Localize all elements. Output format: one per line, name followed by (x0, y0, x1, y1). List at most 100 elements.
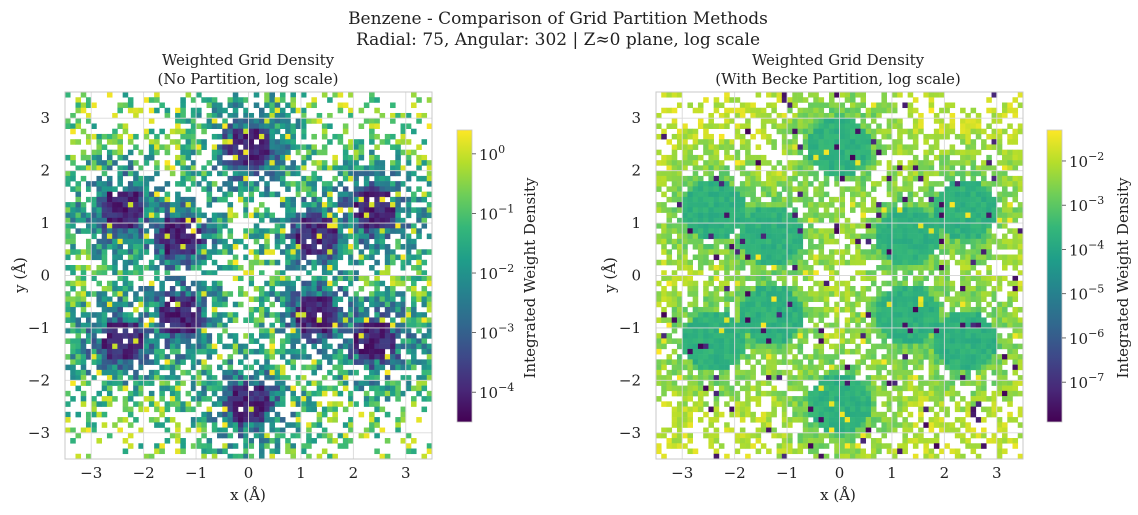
heatmap-cell (687, 149, 693, 156)
heatmap-cell (300, 348, 307, 355)
heatmap-cell (169, 139, 176, 145)
heatmap-cell (196, 443, 202, 449)
heatmap-cell (175, 228, 181, 234)
heatmap-cell (112, 228, 118, 234)
heatmap-cell (175, 265, 181, 271)
heatmap-cell (300, 301, 307, 308)
heatmap-cell (682, 202, 688, 208)
heatmap-cell (211, 238, 218, 245)
heatmap-cell (342, 406, 349, 413)
heatmap-cell (332, 385, 338, 392)
heatmap-cell (739, 417, 746, 423)
heatmap-cell (687, 448, 693, 455)
heatmap-cell (117, 249, 123, 255)
heatmap-cell (217, 154, 223, 161)
heatmap-cell (248, 249, 255, 255)
heatmap-cell (138, 348, 144, 355)
heatmap-cell (682, 144, 688, 150)
heatmap-cell (337, 306, 344, 313)
heatmap-cell (363, 354, 370, 360)
heatmap-cell (70, 338, 76, 344)
heatmap-cell (295, 322, 302, 329)
heatmap-cell (269, 112, 276, 119)
heatmap-cell (243, 375, 249, 381)
heatmap-cell (211, 380, 218, 386)
heatmap-cell (70, 369, 76, 376)
heatmap-cell (405, 212, 412, 219)
heatmap-cell (797, 375, 804, 381)
heatmap-cell (416, 196, 422, 203)
heatmap-cell (232, 348, 239, 355)
heatmap-cell (363, 375, 370, 381)
heatmap-cell (258, 406, 265, 413)
heatmap-cell (379, 427, 386, 434)
heatmap-cell (337, 181, 344, 187)
heatmap-cell (332, 175, 338, 182)
heatmap-cell (274, 385, 281, 392)
heatmap-cell (154, 296, 160, 303)
heatmap-cell (201, 390, 207, 397)
heatmap-cell (363, 102, 370, 109)
heatmap-cell (776, 191, 783, 198)
heatmap-cell (766, 275, 772, 282)
heatmap-cell (771, 369, 777, 376)
heatmap-cell (818, 380, 825, 386)
heatmap-cell (808, 133, 814, 140)
heatmap-cell (358, 238, 365, 245)
heatmap-cell (164, 317, 171, 323)
heatmap-cell (258, 312, 265, 318)
heatmap-cell (169, 385, 176, 392)
heatmap-cell (776, 249, 783, 255)
heatmap-cell (426, 123, 433, 129)
heatmap-cell (666, 375, 673, 381)
heatmap-cell (65, 154, 71, 161)
heatmap-cell (279, 160, 286, 166)
heatmap-cell (724, 380, 730, 386)
heatmap-cell (180, 322, 186, 329)
heatmap-cell (358, 254, 365, 261)
heatmap-cell (421, 343, 428, 350)
heatmap-cell (713, 196, 720, 203)
heatmap-cell (227, 333, 234, 339)
heatmap-cell (290, 364, 296, 371)
heatmap-cell (337, 354, 344, 360)
heatmap-cell (306, 333, 312, 339)
heatmap-cell (258, 107, 265, 114)
heatmap-cell (264, 244, 270, 250)
heatmap-cell (122, 317, 129, 323)
heatmap-cell (122, 312, 129, 318)
heatmap-cell (697, 207, 704, 213)
heatmap-cell (713, 175, 720, 182)
heatmap-cell (211, 422, 218, 428)
heatmap-cell (321, 149, 328, 156)
heatmap-cell (692, 291, 699, 297)
heatmap-cell (384, 385, 391, 392)
heatmap-cell (342, 196, 349, 203)
heatmap-cell (839, 249, 846, 255)
heatmap-cell (374, 296, 380, 303)
heatmap-cell (739, 411, 746, 418)
heatmap-cell (127, 244, 134, 250)
heatmap-cell (295, 249, 302, 255)
plot-frame (64, 91, 433, 460)
heatmap-cell (374, 207, 380, 213)
heatmap-cell (724, 149, 730, 156)
heatmap-cell (201, 380, 207, 386)
heatmap-cell (729, 348, 735, 355)
heatmap-cell (390, 118, 396, 124)
heatmap-cell (839, 390, 846, 397)
heatmap-cell (175, 144, 181, 150)
heatmap-cell (776, 359, 783, 365)
heatmap-cell (300, 244, 307, 250)
heatmap-cell (96, 207, 102, 213)
colorbar-tick-label: 10−4 (479, 381, 514, 402)
heatmap-cell (201, 259, 207, 266)
heatmap-cell (692, 322, 699, 329)
heatmap-cell (248, 390, 255, 397)
heatmap-cell (813, 364, 819, 371)
heatmap-cell (676, 207, 683, 213)
heatmap-cell (844, 285, 851, 292)
heatmap-cell (661, 338, 667, 344)
heatmap-cell (390, 228, 396, 234)
heatmap-cell (159, 301, 165, 308)
